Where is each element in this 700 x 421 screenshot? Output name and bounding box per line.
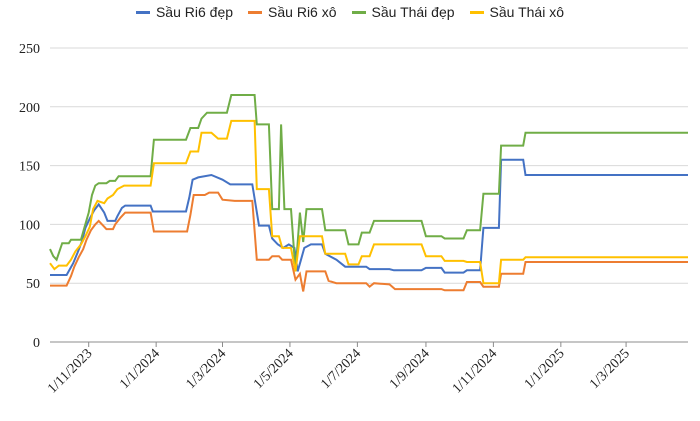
x-tick-label: 1/11/2024	[450, 346, 500, 396]
legend-item-1: Sầu Ri6 đẹp	[135, 4, 234, 20]
y-tick-label: 50	[26, 277, 40, 292]
y-tick-label: 200	[19, 101, 40, 116]
legend-swatch	[248, 10, 263, 14]
series-line-2	[50, 191, 688, 292]
y-axis-ticks: 0 50 100 150 200 250	[19, 42, 40, 351]
series-lines	[49, 94, 688, 292]
y-tick-label: 150	[19, 160, 40, 175]
series-line-4	[49, 119, 688, 285]
x-tick-label: 1/9/2024	[387, 346, 433, 392]
x-tick-label: 1/3/2025	[587, 346, 633, 392]
x-tick-label: 1/7/2024	[318, 346, 364, 392]
legend-label: Sầu Thái đẹp	[371, 4, 455, 20]
y-tick-label: 100	[19, 218, 40, 233]
legend-swatch	[135, 10, 150, 14]
series-line-3	[49, 94, 688, 272]
legend-item-4: Sầu Thái xô	[469, 4, 565, 20]
x-tick-label: 1/1/2025	[522, 346, 568, 392]
legend-swatch	[351, 10, 366, 14]
legend-label: Sầu Ri6 đẹp	[155, 4, 234, 20]
legend-swatch	[469, 10, 484, 14]
legend: Sầu Ri6 đẹp Sầu Ri6 xô Sầu Thái đẹp Sầu Thá…	[0, 4, 700, 20]
x-tick-label: 1/5/2024	[251, 346, 297, 392]
legend-label: Sầu Ri6 xô	[268, 4, 337, 20]
legend-label: Sầu Thái xô	[489, 4, 565, 20]
legend-item-2: Sầu Ri6 xô	[248, 4, 337, 20]
y-tick-label: 0	[33, 336, 40, 351]
x-axis-ticks: 1/11/2023 1/1/2024 1/3/2024 1/5/2024 1/7/202…	[45, 342, 633, 397]
x-tick-label: 1/1/2024	[117, 346, 163, 392]
x-tick-label: 1/11/2023	[45, 346, 95, 396]
series-line-1	[50, 158, 688, 276]
x-tick-label: 1/3/2024	[184, 346, 230, 392]
gridlines	[50, 47, 688, 343]
legend-item-3: Sầu Thái đẹp	[351, 4, 455, 20]
y-tick-label: 250	[19, 42, 40, 57]
